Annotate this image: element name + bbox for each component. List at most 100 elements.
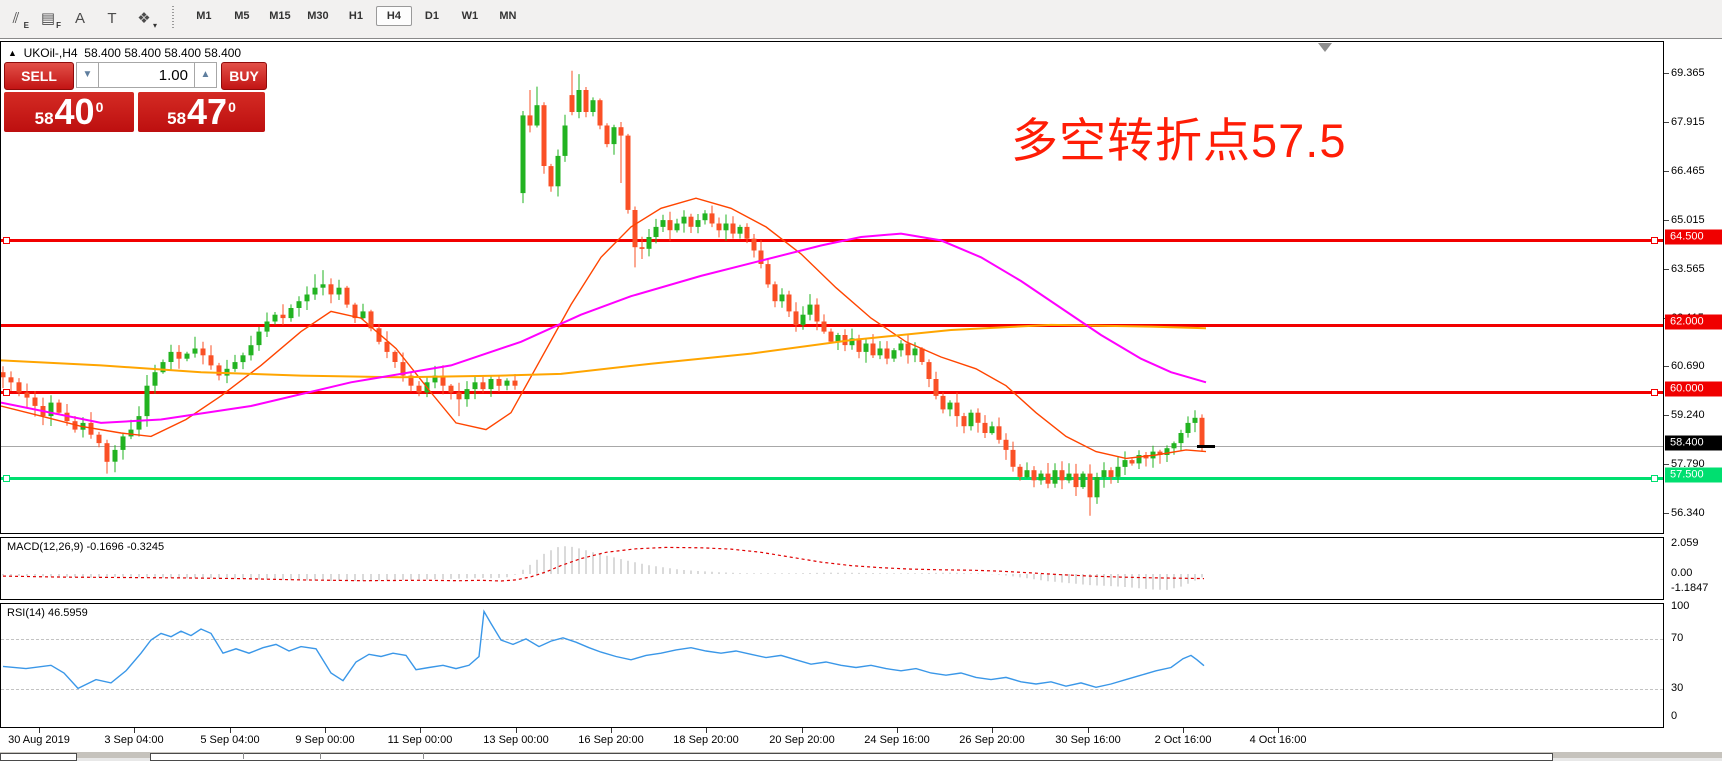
time-label: 11 Sep 00:00 xyxy=(387,734,453,746)
price-tick xyxy=(1664,171,1669,172)
horizontal-level-line-62.000[interactable] xyxy=(1,323,1663,327)
timeframe-h1[interactable]: H1 xyxy=(348,10,363,22)
timeframe-h4[interactable]: H4 xyxy=(375,6,412,26)
level-line-handle[interactable] xyxy=(1651,236,1658,244)
current-price-line xyxy=(1,446,1663,447)
level-line-handle[interactable] xyxy=(1651,474,1658,482)
time-label: 30 Sep 16:00 xyxy=(1055,734,1121,746)
toolbar: ⫽ E ▤ F A T ❖ ▾ M1 M5 M15 M30 H1 H4 D1 W1 MN xyxy=(0,0,1722,39)
time-tick xyxy=(1088,728,1089,733)
macd-canvas xyxy=(2,546,1205,590)
time-tick xyxy=(325,728,326,733)
price-tag-57.500: 57.500 xyxy=(1665,467,1722,483)
price-tick-label: 57.790 xyxy=(1671,458,1705,470)
level-line-handle[interactable] xyxy=(3,236,10,244)
time-label: 24 Sep 16:00 xyxy=(864,734,930,746)
chart-shift-marker-icon xyxy=(1318,43,1332,52)
macd-panel: MACD(12,26,9) -0.1696 -0.3245 xyxy=(0,537,1664,600)
toolbar-grip[interactable] xyxy=(172,6,175,30)
time-tick xyxy=(611,728,612,733)
macd-tick-label: -1.1847 xyxy=(1671,582,1709,594)
background-window-edge xyxy=(150,753,1553,761)
level-line-handle[interactable] xyxy=(3,474,10,482)
time-axis[interactable]: 30 Aug 2019 3 Sep 04:00 5 Sep 04:00 9 Sep 0… xyxy=(0,728,1722,752)
timeframe-mn[interactable]: MN xyxy=(499,10,517,22)
time-label: 5 Sep 04:00 xyxy=(200,734,260,746)
sell-price-big: 40 xyxy=(54,91,95,132)
price-tick xyxy=(1664,220,1669,221)
rsi-tick-label: 30 xyxy=(1671,682,1684,694)
buy-price-display[interactable]: 58 47 0 xyxy=(138,92,265,132)
timeframe-m30[interactable]: M30 xyxy=(307,10,329,22)
price-tag-64.500: 64.500 xyxy=(1665,229,1722,245)
buy-price-small: 58 xyxy=(167,109,187,128)
price-tick-label: 65.015 xyxy=(1671,214,1705,226)
buy-price-big: 47 xyxy=(187,91,228,132)
time-label: 30 Aug 2019 xyxy=(8,734,70,746)
drawing-tools-group: ⫽ E ▤ F A T ❖ ▾ xyxy=(0,0,160,31)
fibonacci-retracement-icon[interactable]: ▤ F xyxy=(40,9,61,31)
timeframe-m1[interactable]: M1 xyxy=(196,10,212,22)
time-label: 18 Sep 20:00 xyxy=(673,734,739,746)
volume-decrease-button[interactable]: ▼ xyxy=(76,62,99,88)
timeframe-d1[interactable]: D1 xyxy=(424,10,439,22)
price-tick xyxy=(1664,366,1669,367)
level-line-handle[interactable] xyxy=(1651,388,1658,396)
time-label: 9 Sep 00:00 xyxy=(295,734,355,746)
timeframe-m5[interactable]: M5 xyxy=(234,10,250,22)
time-label: 13 Sep 00:00 xyxy=(483,734,549,746)
price-tick xyxy=(1664,269,1669,270)
price-chart-panel: ▲ UKOil-,H4 58.400 58.400 58.400 58.400 … xyxy=(0,41,1664,534)
timeframe-group: M1 M5 M15 M30 H1 H4 D1 W1 MN xyxy=(185,0,527,26)
timeframe-w1[interactable]: W1 xyxy=(461,10,479,22)
time-tick xyxy=(706,728,707,733)
horizontal-level-line-60.000[interactable] xyxy=(1,390,1663,394)
macd-label: MACD(12,26,9) -0.1696 -0.3245 xyxy=(7,541,165,553)
background-window-edge xyxy=(0,753,77,761)
price-tick-label: 60.690 xyxy=(1671,360,1705,372)
price-tag-58.400: 58.400 xyxy=(1665,435,1722,451)
time-label: 20 Sep 20:00 xyxy=(769,734,835,746)
buy-button[interactable]: BUY xyxy=(221,62,267,90)
collapse-arrow-icon[interactable]: ▲ xyxy=(8,48,17,58)
level-line-handle[interactable] xyxy=(3,388,10,396)
price-tick xyxy=(1664,513,1669,514)
sell-price-sup: 0 xyxy=(95,99,104,115)
background-window-divider xyxy=(243,753,244,759)
sell-price-display[interactable]: 58 40 0 xyxy=(4,92,134,132)
price-tick-label: 56.340 xyxy=(1671,507,1705,519)
equidistant-channel-icon[interactable]: ⫽ E xyxy=(12,9,29,31)
price-tick-label: 66.465 xyxy=(1671,165,1705,177)
text-label-icon[interactable]: T xyxy=(107,9,117,27)
time-label: 16 Sep 20:00 xyxy=(578,734,644,746)
arrows-icon[interactable]: ❖ ▾ xyxy=(137,9,157,31)
timeframe-m15[interactable]: M15 xyxy=(269,10,291,22)
volume-increase-button[interactable]: ▲ xyxy=(194,62,217,88)
time-tick xyxy=(992,728,993,733)
chart-title: ▲ UKOil-,H4 58.400 58.400 58.400 58.400 xyxy=(8,46,241,60)
sell-button[interactable]: SELL xyxy=(4,62,74,90)
background-window-divider xyxy=(423,753,424,759)
time-label: 4 Oct 16:00 xyxy=(1249,734,1307,746)
time-tick xyxy=(897,728,898,733)
time-tick xyxy=(134,728,135,733)
time-tick xyxy=(230,728,231,733)
chart-window: ▲ UKOil-,H4 58.400 58.400 58.400 58.400 … xyxy=(0,39,1722,761)
background-window-divider xyxy=(320,753,321,759)
horizontal-level-line-64.500[interactable] xyxy=(1,238,1663,242)
rsi-tick-label: 100 xyxy=(1671,600,1690,612)
price-tick xyxy=(1664,122,1669,123)
time-label: 26 Sep 20:00 xyxy=(959,734,1025,746)
horizontal-level-line-57.500[interactable] xyxy=(1,476,1663,480)
price-tag-62.000: 62.000 xyxy=(1665,314,1722,330)
chart-annotation-text[interactable]: 多空转折点57.5 xyxy=(1011,114,1347,167)
time-tick xyxy=(39,728,40,733)
time-tick xyxy=(1278,728,1279,733)
time-tick xyxy=(802,728,803,733)
price-tick xyxy=(1664,464,1669,465)
volume-input[interactable] xyxy=(99,62,194,88)
candlestick-canvas xyxy=(1,70,1207,516)
text-icon[interactable]: A xyxy=(74,9,85,27)
buy-price-sup: 0 xyxy=(228,99,236,115)
rsi-level-line xyxy=(1,689,1663,690)
